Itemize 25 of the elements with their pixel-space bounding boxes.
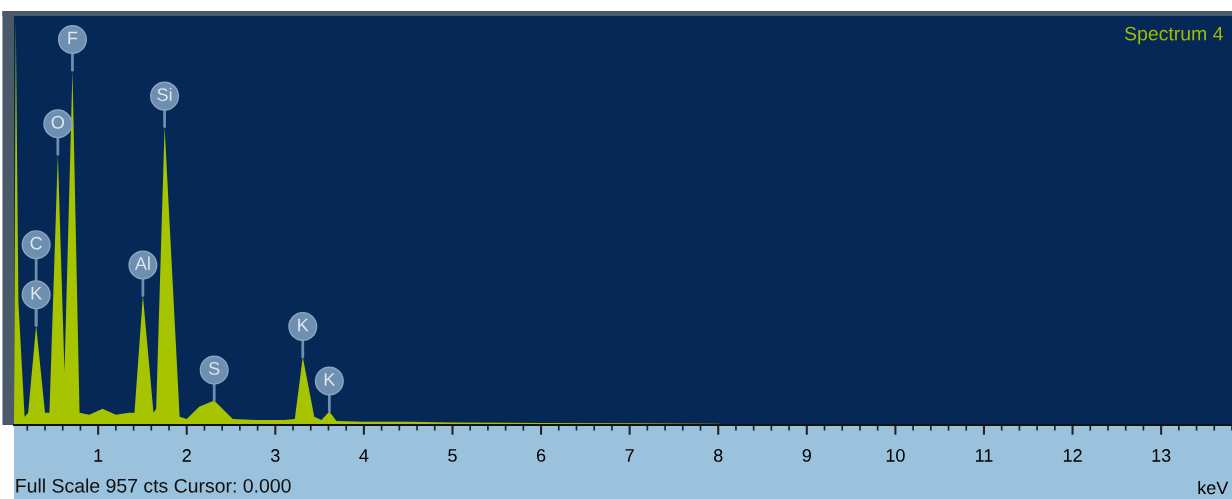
x-tick-label: 1 xyxy=(94,449,103,462)
x-tick-label: 10 xyxy=(886,449,905,462)
x-tick-label: 8 xyxy=(713,449,723,462)
x-axis-title: keV xyxy=(1198,480,1229,495)
x-tick-label: 11 xyxy=(975,449,993,462)
x-tick-label: 13 xyxy=(1152,449,1171,462)
x-tick-label: 12 xyxy=(1063,449,1082,462)
annotation: Al xyxy=(134,256,150,270)
x-tick-label: 4 xyxy=(359,449,369,462)
annotation: C xyxy=(30,236,42,250)
annotation: K xyxy=(298,318,309,332)
x-tick-label: 9 xyxy=(802,449,811,462)
x-tick-label: 2 xyxy=(182,449,191,462)
text: Full Scale 957 cts Cursor: 0.000 xyxy=(16,478,291,493)
x-tick-label: 5 xyxy=(448,449,457,462)
x-tick-label: 6 xyxy=(536,449,546,462)
x-tick-label: 3 xyxy=(270,449,280,462)
x-tick-label: 7 xyxy=(625,449,634,462)
annotation: K xyxy=(31,286,42,300)
annotation: F xyxy=(68,31,78,45)
annotation: K xyxy=(324,373,336,386)
chart-title: Spectrum 4 xyxy=(1124,26,1223,45)
annotation: O xyxy=(51,115,65,129)
annotation: S xyxy=(208,362,220,375)
annotation: Si xyxy=(157,87,172,101)
